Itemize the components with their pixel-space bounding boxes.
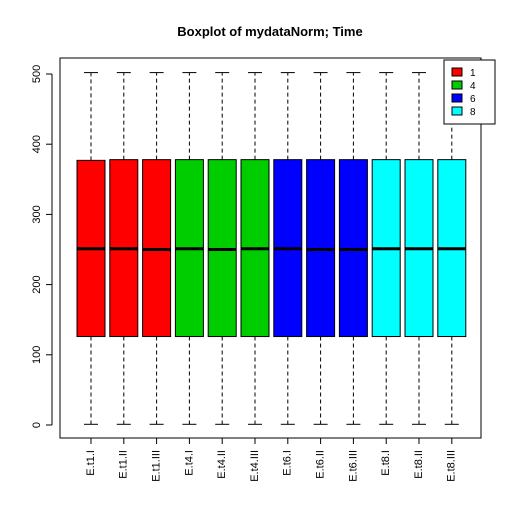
box-E.t1.III <box>142 72 172 425</box>
legend-label: 1 <box>470 68 476 79</box>
x-tick-label: E.t8.II <box>413 450 425 479</box>
legend-swatch-8 <box>451 106 463 116</box>
x-tick-label: E.t8.III <box>446 450 458 482</box>
legend: 1 4 6 8 <box>443 59 496 125</box>
box-E.t4.I <box>174 72 204 425</box>
x-tick-label: E.t1.III <box>151 450 163 482</box>
legend-label: 6 <box>470 94 476 105</box>
legend-swatch-6 <box>451 93 463 103</box>
y-tick-label: 100 <box>31 346 43 364</box>
legend-swatch-4 <box>451 80 463 90</box>
x-tick-label: E.t6.III <box>347 450 359 482</box>
x-tick-label: E.t6.I <box>282 450 294 476</box>
box-E.t6.III <box>338 72 368 425</box>
x-tick-label: E.t8.I <box>380 450 392 476</box>
x-tick-label: E.t4.II <box>216 450 228 479</box>
box-E.t4.III <box>240 72 270 425</box>
y-tick-label: 500 <box>31 65 43 83</box>
box-E.t1.I <box>76 72 106 425</box>
legend-label: 4 <box>470 81 476 92</box>
x-tick-label: E.t1.I <box>85 450 97 476</box>
x-tick-label: E.t4.III <box>249 450 261 482</box>
boxes <box>76 72 467 425</box>
x-tick-label: E.t6.II <box>315 450 327 479</box>
y-axis: 0 100 200 300 400 500 <box>31 65 53 428</box>
box-E.t8.III <box>437 72 467 425</box>
box-E.t8.I <box>371 72 401 425</box>
x-tick-label: E.t4.I <box>183 450 195 476</box>
box-E.t6.I <box>273 72 303 425</box>
y-tick-label: 400 <box>31 135 43 153</box>
y-tick-label: 200 <box>31 275 43 293</box>
x-axis: E.t1.I E.t1.II E.t1.III E.t4.I E.t4.II E.t4.I… <box>85 437 458 482</box>
chart-title: Boxplot of mydataNorm; Time <box>177 24 362 39</box>
y-tick-label: 300 <box>31 205 43 223</box>
box-E.t4.II <box>207 72 237 425</box>
y-tick-label: 0 <box>31 422 43 428</box>
box-E.t8.II <box>404 72 434 425</box>
x-tick-label: E.t1.II <box>118 450 130 479</box>
legend-label: 8 <box>470 107 476 118</box>
box-E.t1.II <box>109 72 139 425</box>
box-E.t6.II <box>306 72 336 425</box>
legend-swatch-1 <box>451 67 463 77</box>
